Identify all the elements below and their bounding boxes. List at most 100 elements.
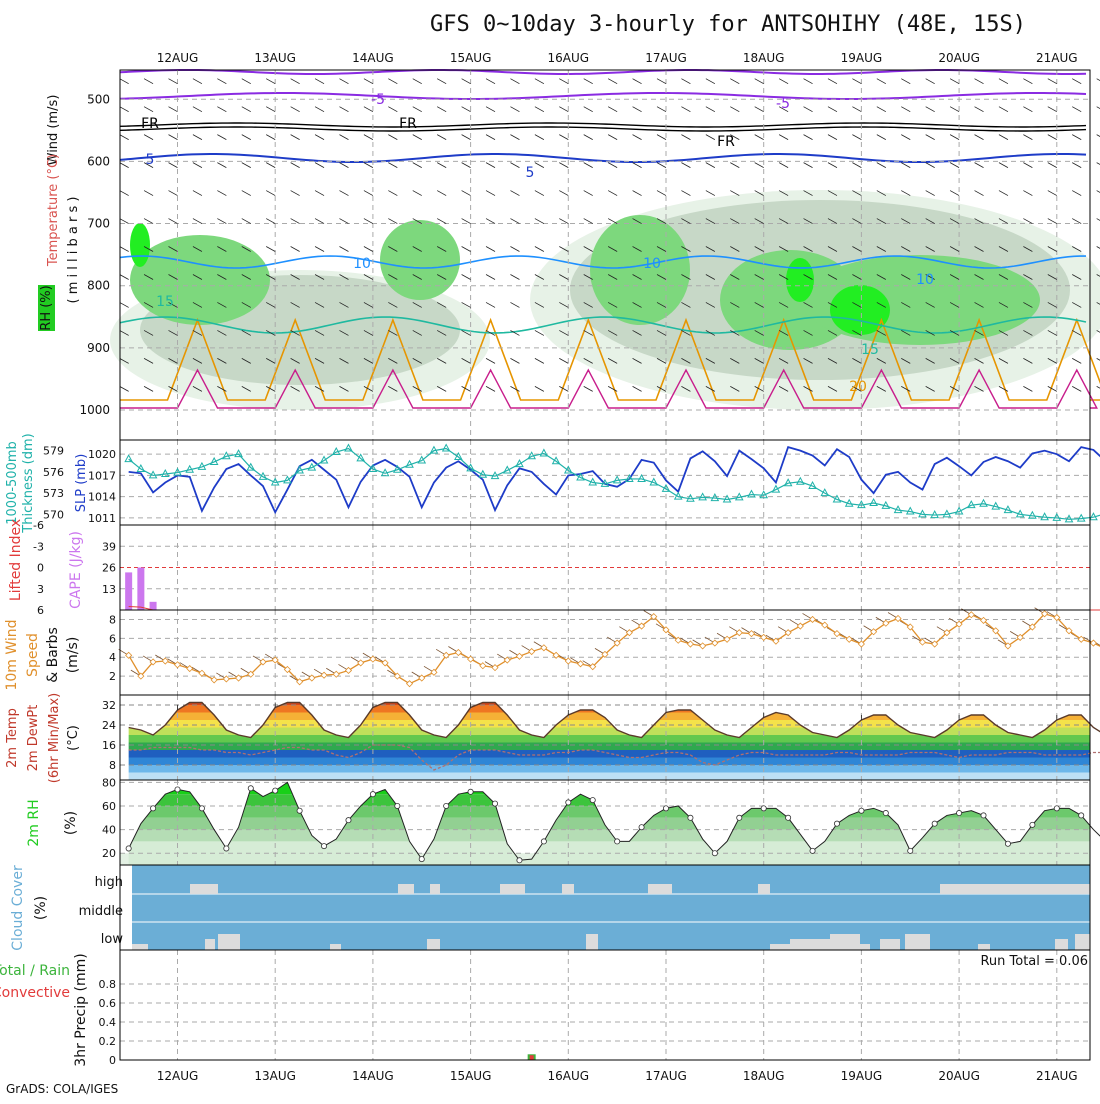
wind-barb bbox=[461, 106, 471, 113]
wind-speed-marker bbox=[918, 638, 927, 646]
footer-credit: GrADS: COLA/IGES bbox=[6, 1082, 119, 1096]
wind-tick-label: 4 bbox=[109, 651, 116, 664]
wind-barb bbox=[1072, 358, 1082, 364]
bottom-date-tick: 21AUG bbox=[1036, 1069, 1078, 1083]
wind-barb bbox=[241, 78, 251, 85]
slp-tick-label: 1014 bbox=[88, 491, 116, 504]
wind-barb bbox=[1023, 78, 1033, 85]
rh-marker bbox=[565, 799, 572, 806]
wind-barb bbox=[559, 386, 569, 392]
wind-barb bbox=[803, 78, 813, 85]
wind-barb bbox=[363, 358, 374, 364]
wind-barb bbox=[901, 358, 911, 364]
thickness-tick-label: 576 bbox=[43, 466, 64, 479]
cloud-low-bar bbox=[790, 939, 830, 950]
wind-barb bbox=[1096, 302, 1100, 305]
wind-barb bbox=[290, 302, 300, 308]
wind-barb bbox=[998, 134, 1009, 140]
wind-speed-marker bbox=[381, 659, 389, 667]
rh-marker bbox=[223, 845, 230, 852]
contour-label: 10 bbox=[353, 256, 371, 272]
wind-barb bbox=[681, 106, 691, 113]
wind-barb bbox=[168, 246, 178, 252]
wind-barb bbox=[559, 274, 569, 280]
wind-barb bbox=[436, 106, 447, 113]
wind-barb bbox=[607, 274, 618, 280]
temp-band bbox=[128, 735, 1090, 743]
wind-barb bbox=[998, 190, 1009, 196]
wind-barb bbox=[143, 302, 154, 308]
wind-barb bbox=[461, 274, 471, 280]
wind-barb bbox=[1096, 190, 1100, 193]
wind-barb bbox=[339, 330, 349, 336]
thickness-marker bbox=[661, 483, 671, 492]
pressure-tick-label: 900 bbox=[87, 341, 110, 355]
rh-marker bbox=[150, 805, 157, 812]
wind-barb bbox=[754, 274, 764, 280]
rh-marker bbox=[198, 805, 205, 812]
cloud-level-label: middle bbox=[79, 904, 123, 919]
wind-barb bbox=[241, 106, 251, 113]
wind-barb bbox=[730, 358, 740, 364]
wind-barb bbox=[730, 106, 740, 113]
ylabel-thickness-a: 1000-500mb bbox=[5, 441, 20, 525]
contour-label: 5 bbox=[526, 165, 535, 181]
rh-marker bbox=[516, 857, 523, 864]
wind-barb bbox=[1072, 134, 1082, 140]
wind-barb bbox=[290, 330, 300, 336]
cloud-low-bar bbox=[1055, 939, 1068, 950]
pressure-tick-label: 1000 bbox=[79, 403, 110, 417]
rh-bands bbox=[128, 782, 1090, 865]
thickness-marker bbox=[1015, 509, 1025, 518]
wind-barb bbox=[266, 78, 276, 85]
temp-band bbox=[128, 727, 1090, 735]
thickness-marker bbox=[441, 443, 451, 452]
wind-barb bbox=[192, 386, 203, 392]
bottom-date-tick: 20AUG bbox=[938, 1069, 980, 1083]
wind-barb bbox=[339, 358, 349, 364]
thickness-marker bbox=[625, 473, 634, 482]
wind-barb bbox=[730, 302, 740, 308]
wind-barb bbox=[730, 78, 740, 85]
wind-barb bbox=[412, 134, 422, 140]
wind-barb bbox=[925, 302, 935, 308]
thickness-tick-label: 573 bbox=[43, 487, 64, 500]
thickness-marker bbox=[490, 471, 500, 480]
thickness-marker bbox=[698, 492, 707, 501]
wind-barb bbox=[143, 386, 154, 392]
thickness-marker bbox=[502, 465, 512, 474]
thickness-marker bbox=[857, 500, 866, 509]
wind-barb bbox=[168, 162, 178, 168]
wind-barb bbox=[143, 358, 154, 364]
wind-barb bbox=[1096, 218, 1100, 221]
wind-barb bbox=[803, 246, 813, 252]
wind-barb bbox=[314, 190, 325, 196]
bottom-date-tick: 16AUG bbox=[548, 1069, 590, 1083]
wind-barb bbox=[485, 134, 496, 140]
wind-barb bbox=[143, 274, 154, 280]
wind-barb bbox=[559, 134, 569, 140]
rh-band bbox=[130, 223, 150, 267]
wind-barb bbox=[559, 218, 569, 224]
wind-barb bbox=[168, 78, 178, 85]
li-tick-label: 6 bbox=[37, 604, 44, 617]
wind-barb bbox=[217, 246, 227, 252]
wind-barb bbox=[266, 274, 276, 280]
wind-barb bbox=[412, 106, 422, 113]
wind-barb bbox=[1096, 78, 1100, 82]
ylabel-precip: 3hr Precip (mm) bbox=[73, 953, 89, 1066]
wind-barb bbox=[803, 302, 813, 308]
wind-barb bbox=[681, 246, 691, 252]
slp-tick-label: 1017 bbox=[88, 469, 116, 482]
wind-barb bbox=[388, 274, 398, 280]
cloud-low-bar bbox=[880, 939, 900, 950]
wind-barb bbox=[461, 302, 471, 308]
wind-barb bbox=[559, 246, 569, 252]
wind-barb bbox=[119, 330, 129, 336]
wind-barb bbox=[363, 246, 374, 252]
wind-barb bbox=[876, 246, 887, 252]
wind-barb bbox=[168, 302, 178, 308]
temp-band bbox=[128, 705, 1090, 713]
rh-band bbox=[590, 215, 690, 325]
wind-barb bbox=[168, 190, 178, 196]
